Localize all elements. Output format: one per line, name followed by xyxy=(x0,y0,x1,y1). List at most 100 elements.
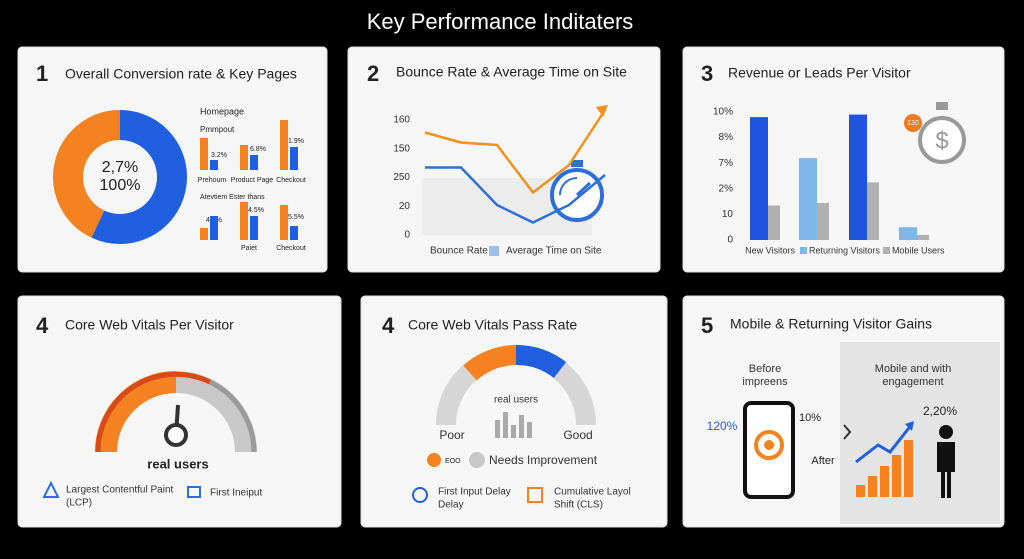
legend-label: First Input Delay xyxy=(438,487,511,498)
legend-label: Bounce Rate xyxy=(430,246,488,257)
label: Atevtiem Ester thans xyxy=(200,194,265,201)
label: Homepage xyxy=(200,106,244,116)
y-tick-label: 7% xyxy=(719,158,734,169)
panel xyxy=(347,46,661,273)
label: Before xyxy=(749,363,781,375)
panel-number: 3 xyxy=(701,61,713,86)
legend-label: First Ineiput xyxy=(210,488,262,499)
legend-swatch xyxy=(489,246,499,256)
phone-icon xyxy=(743,401,795,499)
label: Product Page xyxy=(231,177,274,184)
legend-label: Mobile Users xyxy=(892,245,945,255)
y-tick-label: 0 xyxy=(404,230,410,241)
badge-label: 130 xyxy=(907,120,919,127)
legend-label: Cumulative Layol xyxy=(554,487,631,498)
legend-swatch xyxy=(883,247,890,254)
mini-bar xyxy=(210,160,218,170)
mini-bar xyxy=(200,228,208,240)
legend-label: Delay xyxy=(438,500,464,511)
value-label: 1.9% xyxy=(288,138,304,145)
label: Checkout xyxy=(276,177,306,184)
badge xyxy=(904,114,922,132)
mini-bar xyxy=(290,147,298,170)
bar xyxy=(867,182,879,240)
label: Checkout xyxy=(276,245,306,252)
y-tick-label: 0 xyxy=(727,235,733,246)
panel-title: Bounce Rate & Average Time on Site xyxy=(396,64,627,80)
panel-number: 5 xyxy=(701,313,713,338)
panel-number: 1 xyxy=(36,61,48,86)
bar xyxy=(768,205,780,240)
person-icon xyxy=(937,425,955,498)
lcp-icon xyxy=(42,480,60,498)
cls-icon xyxy=(527,487,543,503)
label: engagement xyxy=(882,376,943,388)
bar xyxy=(899,227,917,240)
mini-bar xyxy=(250,216,258,240)
donut-label: 100% xyxy=(100,177,141,194)
after-bg xyxy=(840,342,1000,524)
panel-number: 2 xyxy=(367,61,379,86)
page-title: Key Performance Inditaters xyxy=(367,9,634,34)
y-tick-label: 250 xyxy=(393,172,410,183)
value-label: 4.5% xyxy=(248,207,264,214)
y-tick-label: 8% xyxy=(719,132,734,143)
mini-bar xyxy=(200,138,208,170)
legend-label: Average Time on Site xyxy=(506,246,602,257)
y-tick-label: 150 xyxy=(393,143,410,154)
dollar-stopwatch-icon: $ xyxy=(918,102,966,164)
mini-bar xyxy=(280,205,288,240)
legend-label: (LCP) xyxy=(66,498,92,509)
y-tick-label: 10 xyxy=(722,209,734,220)
mini-bar xyxy=(280,120,288,170)
legend-label: EOO xyxy=(445,458,461,465)
bar xyxy=(849,114,867,240)
value-label: 6.8% xyxy=(250,146,266,153)
panel-title: Mobile & Returning Visitor Gains xyxy=(730,316,932,332)
y-tick-label: 20 xyxy=(399,201,411,212)
bar xyxy=(817,202,829,240)
panel-number: 4 xyxy=(36,313,49,338)
bar xyxy=(750,117,768,240)
icon-glyph: $ xyxy=(935,127,948,154)
legend-label: Shift (CLS) xyxy=(554,500,603,511)
value-label: 3.2% xyxy=(211,152,227,159)
label: Prehoum xyxy=(198,177,227,184)
stat: 2,20% xyxy=(923,404,957,418)
donut-label: 2,7% xyxy=(102,159,138,176)
donut-segment xyxy=(91,110,187,244)
y-tick-label: 2% xyxy=(719,183,734,194)
stat: 10% xyxy=(799,412,821,424)
legend-dot xyxy=(427,453,441,467)
mini-bar xyxy=(240,145,248,170)
legend-label: Returning Visitors xyxy=(809,245,880,255)
panel-title: Overall Conversion rate & Key Pages xyxy=(65,66,297,82)
gauge-end-label: Poor xyxy=(439,428,464,442)
mini-bar xyxy=(210,216,218,240)
fid-icon xyxy=(412,487,428,503)
y-tick-label: 160 xyxy=(393,115,410,126)
panel-title: Revenue or Leads Per Visitor xyxy=(728,65,911,81)
legend-label: Needs Improvement xyxy=(489,453,598,467)
chevron xyxy=(843,424,852,440)
panel-number: 4 xyxy=(382,313,395,338)
line-series xyxy=(425,166,606,224)
mini-bar xyxy=(240,202,248,240)
value-label: 5.5% xyxy=(288,214,304,221)
legend-label: Largest Contentful Paint xyxy=(66,485,174,496)
panel-title: Core Web Vitals Per Visitor xyxy=(65,317,234,333)
stat: 120% xyxy=(707,419,738,433)
arrow-head xyxy=(596,105,608,117)
bar xyxy=(799,158,817,240)
bar xyxy=(917,234,929,240)
y-tick-label: 10% xyxy=(713,107,733,118)
legend-dot xyxy=(469,452,485,468)
label: Paiet xyxy=(241,245,257,252)
label: Mobile and with xyxy=(875,363,951,375)
pass-gauge xyxy=(436,345,596,438)
panel xyxy=(360,295,668,528)
legend-label: New Visitors xyxy=(745,245,795,255)
mini-bar xyxy=(250,155,258,170)
label: Pmmpout xyxy=(200,125,235,134)
label: impreens xyxy=(742,376,788,388)
